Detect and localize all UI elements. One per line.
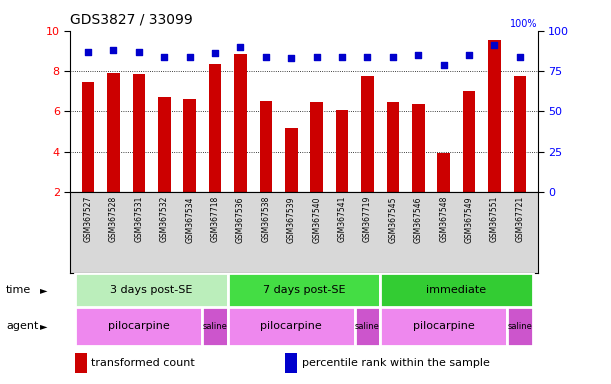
Text: GSM367540: GSM367540: [312, 196, 321, 243]
Bar: [387, 102, 399, 192]
Text: time: time: [6, 285, 31, 295]
Bar: [437, 153, 450, 192]
Text: GSM367541: GSM367541: [337, 196, 346, 242]
Bar: [361, 76, 374, 192]
Text: GDS3827 / 33099: GDS3827 / 33099: [70, 13, 193, 27]
Bar: [133, 74, 145, 192]
Point: [287, 55, 296, 61]
Point: [134, 49, 144, 55]
Point: [210, 50, 220, 56]
Text: GSM367534: GSM367534: [185, 196, 194, 243]
Bar: [380, 273, 533, 307]
Bar: [75, 307, 202, 346]
Text: 100%: 100%: [510, 19, 538, 29]
Text: GSM367545: GSM367545: [389, 196, 397, 243]
Text: 3 days post-SE: 3 days post-SE: [111, 285, 192, 295]
Text: 7 days post-SE: 7 days post-SE: [263, 285, 345, 295]
Text: ►: ►: [40, 321, 47, 331]
Point: [159, 53, 169, 60]
Bar: [202, 307, 228, 346]
Bar: [412, 104, 425, 192]
Bar: [380, 307, 507, 346]
Bar: [209, 64, 221, 192]
Text: GSM367721: GSM367721: [516, 196, 524, 242]
Text: GSM367549: GSM367549: [464, 196, 474, 243]
Text: saline: saline: [355, 322, 380, 331]
Point: [83, 49, 93, 55]
Text: GSM367536: GSM367536: [236, 196, 245, 243]
Bar: [228, 273, 380, 307]
Text: GSM367532: GSM367532: [159, 196, 169, 242]
Text: GSM367527: GSM367527: [84, 196, 92, 242]
Bar: [107, 73, 120, 192]
Point: [261, 53, 271, 60]
Point: [414, 52, 423, 58]
Point: [236, 44, 246, 50]
Point: [515, 53, 525, 60]
Text: GSM367538: GSM367538: [262, 196, 271, 242]
Text: transformed count: transformed count: [91, 358, 195, 368]
Bar: [355, 307, 380, 346]
Bar: [514, 76, 526, 192]
Bar: [183, 99, 196, 192]
Text: GSM367719: GSM367719: [363, 196, 372, 242]
Point: [185, 53, 194, 60]
Text: GSM367531: GSM367531: [134, 196, 144, 242]
Text: GSM367528: GSM367528: [109, 196, 118, 242]
Text: ►: ►: [40, 285, 47, 295]
Text: GSM367548: GSM367548: [439, 196, 448, 242]
Bar: [285, 353, 297, 373]
Bar: [335, 110, 348, 192]
Bar: [507, 307, 533, 346]
Point: [439, 61, 448, 68]
Bar: [488, 40, 501, 192]
Point: [464, 52, 474, 58]
Text: pilocarpine: pilocarpine: [108, 321, 170, 331]
Text: pilocarpine: pilocarpine: [413, 321, 475, 331]
Bar: [234, 54, 247, 192]
Bar: [75, 273, 228, 307]
Point: [109, 47, 119, 53]
Point: [362, 53, 372, 60]
Bar: [82, 82, 94, 192]
Point: [337, 53, 347, 60]
Text: GSM367546: GSM367546: [414, 196, 423, 243]
Bar: [260, 101, 273, 192]
Bar: [228, 307, 355, 346]
Text: pilocarpine: pilocarpine: [260, 321, 322, 331]
Bar: [310, 102, 323, 192]
Text: immediate: immediate: [426, 285, 486, 295]
Bar: [158, 97, 170, 192]
Text: saline: saline: [203, 322, 227, 331]
Text: GSM367551: GSM367551: [490, 196, 499, 242]
Text: saline: saline: [508, 322, 532, 331]
Point: [489, 42, 499, 48]
Bar: [285, 129, 298, 192]
Point: [388, 53, 398, 60]
Text: GSM367539: GSM367539: [287, 196, 296, 243]
Bar: [463, 91, 475, 192]
Text: percentile rank within the sample: percentile rank within the sample: [302, 358, 489, 368]
Point: [312, 53, 321, 60]
Text: agent: agent: [6, 321, 38, 331]
Text: GSM367718: GSM367718: [211, 196, 219, 242]
Bar: [75, 353, 87, 373]
